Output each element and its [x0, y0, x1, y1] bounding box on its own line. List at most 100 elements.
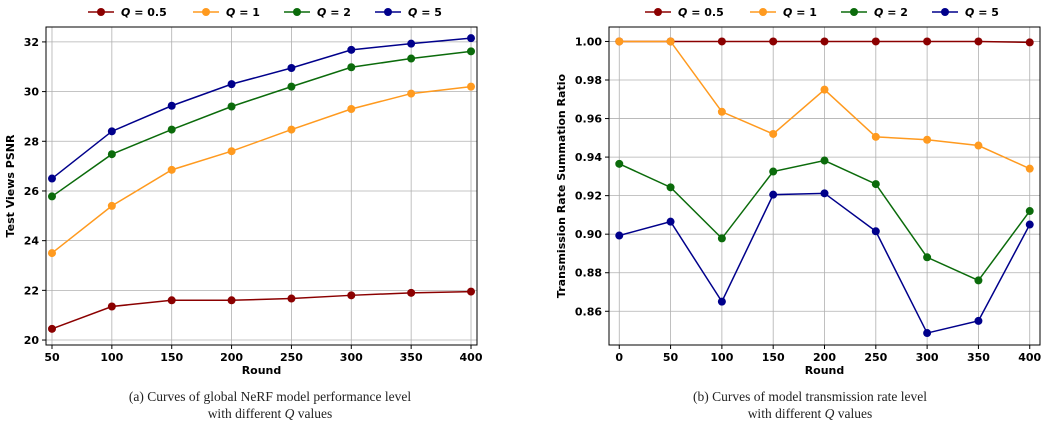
caption-a-line2: with different Q values [207, 406, 333, 421]
data-point [871, 227, 880, 236]
x-axis-label: Round [805, 364, 845, 377]
data-point [871, 37, 880, 46]
data-point [769, 167, 778, 176]
legend-marker [850, 8, 858, 16]
y-tick-label: 24 [24, 235, 40, 248]
legend-marker [97, 8, 105, 16]
caption-b: (b) Curves of model transmission rate le… [600, 388, 1020, 422]
legend-marker [654, 8, 662, 16]
legend-entry: Q = 5 [932, 6, 999, 19]
legend-marker [941, 8, 949, 16]
legend-value: = 1 [792, 6, 817, 19]
y-tick-label: 20 [24, 334, 40, 347]
legend-value: = 0.5 [130, 6, 166, 19]
x-tick-label: 0 [615, 351, 623, 364]
data-point [974, 37, 983, 46]
legend-label: Q = 2 [874, 6, 908, 19]
x-tick-label: 50 [663, 351, 679, 364]
legend-value: = 1 [235, 6, 260, 19]
x-tick-label: 400 [1018, 351, 1041, 364]
data-point [107, 302, 116, 311]
y-tick-label: 28 [24, 135, 39, 148]
x-tick-label: 250 [864, 351, 887, 364]
data-point [467, 47, 476, 56]
legend-var: Q [874, 6, 883, 19]
data-point [923, 253, 932, 262]
legend-marker [202, 8, 210, 16]
legend-entry: Q = 2 [841, 6, 908, 19]
data-point [923, 37, 932, 46]
legend-var: Q [783, 6, 792, 19]
data-point [227, 102, 236, 111]
legend-var: Q [408, 6, 417, 19]
data-point [407, 89, 416, 98]
x-tick-label: 200 [220, 351, 243, 364]
data-point [107, 150, 116, 159]
data-point [167, 125, 176, 134]
series-line [51, 37, 472, 180]
data-point [47, 174, 56, 183]
y-tick-label: 30 [24, 86, 40, 99]
data-point [820, 189, 829, 198]
chart-transmission-ratio: 0 50 100 150 200 250 300 350 400 0.86 0.88 0.90 0.92… [555, 6, 1042, 377]
x-tick-label: 300 [340, 351, 363, 364]
legend-entry: Q = 2 [284, 6, 351, 19]
data-point [820, 156, 829, 165]
legend-marker [293, 8, 301, 16]
data-point [47, 324, 56, 333]
legend-label: Q = 1 [226, 6, 260, 19]
legend-entry: Q = 0.5 [88, 6, 167, 19]
series-line [51, 50, 472, 198]
data-point [287, 294, 296, 303]
y-tick-label: 32 [24, 36, 39, 49]
series-line [51, 290, 472, 330]
legend-label: Q = 0.5 [121, 6, 167, 19]
legend-entry: Q = 1 [193, 6, 260, 19]
y-tick-label: 0.86 [575, 305, 602, 318]
data-point [615, 231, 624, 240]
data-point [666, 217, 675, 226]
series-line [51, 85, 472, 254]
x-tick-label: 150 [762, 351, 785, 364]
legend-var: Q [317, 6, 326, 19]
x-tick-label: 150 [160, 351, 183, 364]
data-point [717, 107, 726, 116]
y-tick-label: 22 [24, 284, 39, 297]
data-point [666, 183, 675, 192]
y-tick-label: 1.00 [575, 35, 602, 48]
legend-entry: Q = 0.5 [645, 6, 724, 19]
data-point [717, 234, 726, 243]
legend-label: Q = 5 [408, 6, 442, 19]
data-point [407, 39, 416, 48]
data-point [974, 276, 983, 285]
data-point [227, 147, 236, 156]
caption-b-line2: with different Q values [747, 406, 873, 421]
chart-psnr: 50 100 150 200 250 300 350 400 20 22 24 26 28 30 32 Rou… [4, 6, 483, 377]
x-tick-label: 400 [460, 351, 483, 364]
data-point [871, 132, 880, 141]
legend-var: Q [121, 6, 130, 19]
data-point [407, 54, 416, 63]
data-point [167, 296, 176, 305]
y-tick-label: 0.92 [575, 190, 602, 203]
data-point [717, 297, 726, 306]
caption-a: (a) Curves of global NeRF model performa… [60, 388, 480, 422]
x-tick-label: 250 [280, 351, 303, 364]
legend-label: Q = 0.5 [678, 6, 724, 19]
data-point [923, 135, 932, 144]
data-point [347, 291, 356, 300]
data-point [407, 288, 416, 297]
data-point [167, 165, 176, 174]
legend-var: Q [965, 6, 974, 19]
legend-value: = 0.5 [687, 6, 723, 19]
x-tick-label: 50 [44, 351, 60, 364]
y-tick-label: 0.90 [575, 228, 602, 241]
y-tick-label: 0.96 [575, 113, 602, 126]
data-point [974, 316, 983, 325]
x-tick-label: 350 [967, 351, 990, 364]
legend-var: Q [226, 6, 235, 19]
x-axis-label: Round [242, 364, 282, 377]
y-axis-label: Test Views PSNR [4, 134, 17, 237]
data-point [820, 85, 829, 94]
